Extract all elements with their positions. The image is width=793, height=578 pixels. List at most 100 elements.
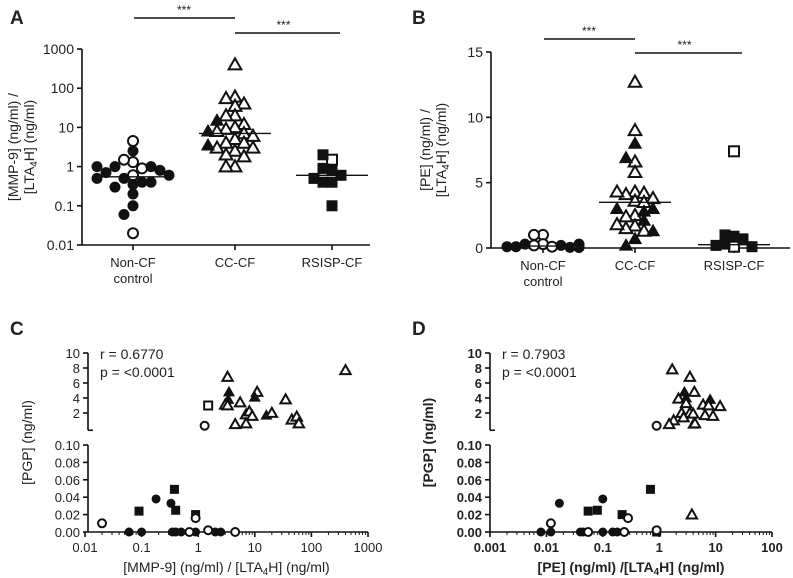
triangle-open-marker (713, 399, 727, 412)
triangle-open-marker (244, 139, 262, 154)
y-tick-label: 0.10 (55, 438, 80, 453)
triangle-open-marker (626, 73, 644, 88)
circle-filled-marker (536, 527, 546, 537)
y-tick-label: 0.10 (457, 438, 482, 453)
triangle-filled-marker (636, 213, 652, 226)
x-tick-label: 100 (761, 540, 783, 555)
square-filled-marker (308, 172, 320, 184)
triangle-open-marker (698, 408, 712, 421)
triangle-open-marker (228, 417, 243, 430)
triangle-open-marker (665, 362, 680, 375)
circle-open-marker (545, 518, 556, 529)
triangle-open-marker (217, 158, 235, 173)
x-tick-label: 0.01 (72, 540, 97, 555)
triangle-open-marker (701, 398, 716, 411)
triangle-filled-marker (248, 391, 261, 402)
triangle-open-marker (608, 216, 626, 231)
circle-open-marker (619, 527, 630, 537)
x-tick-label: 1 (656, 540, 663, 555)
triangle-open-marker (608, 183, 626, 198)
triangle-open-marker (226, 56, 244, 71)
y-tick-label: 0.02 (457, 508, 482, 523)
triangle-open-marker (706, 408, 720, 421)
triangle-filled-marker (618, 238, 634, 251)
correlation-annotation: r = 0.7903 (502, 346, 566, 362)
y-axis-label: [PE] (ng/ml) / (417, 109, 433, 191)
square-filled-marker (134, 506, 144, 516)
significance-label: *** (276, 18, 290, 32)
triangle-open-marker (239, 416, 253, 429)
circle-filled-marker (163, 169, 175, 181)
circle-open-marker (528, 228, 540, 241)
category-label: CC-CF (615, 258, 655, 273)
y-tick-label: 15 (467, 44, 483, 60)
category-label: Non-CF (110, 255, 156, 270)
y-tick-label: 0.08 (55, 455, 80, 470)
y-tick-label: 10 (468, 346, 482, 361)
square-filled-marker (326, 200, 338, 212)
y-tick-label: 2 (475, 406, 482, 421)
y-tick-label: 6 (73, 376, 80, 391)
triangle-filled-marker (645, 201, 661, 215)
y-axis-label: [MMP-9] (ng/ml) / (5, 93, 21, 201)
category-label: RSISP-CF (302, 255, 363, 270)
x-tick-label: 10 (708, 540, 722, 555)
category-label: Non-CF (520, 258, 566, 273)
square-filled-marker (737, 233, 749, 245)
y-tick-label: 8 (73, 361, 80, 376)
y-tick-label: 0.00 (55, 525, 80, 540)
circle-open-marker (651, 525, 662, 536)
square-filled-marker (645, 484, 655, 494)
circle-filled-marker (598, 527, 608, 537)
square-filled-marker (583, 506, 593, 516)
circle-filled-marker (145, 176, 157, 188)
circle-open-marker (583, 527, 594, 537)
square-filled-marker (317, 149, 329, 161)
circle-filled-marker (91, 172, 103, 184)
triangle-open-marker (635, 222, 653, 237)
y-tick-label: 0.04 (457, 490, 483, 505)
triangle-filled-marker (627, 136, 643, 149)
triangle-open-marker (679, 396, 694, 409)
circle-filled-marker (145, 161, 157, 173)
panel-label-a: A (10, 8, 24, 29)
y-tick-label: 0.06 (457, 473, 482, 488)
y-tick-label: 0.02 (55, 508, 80, 523)
circle-filled-marker (154, 164, 166, 176)
circle-filled-marker (118, 172, 130, 184)
square-filled-marker (171, 505, 181, 515)
triangle-open-marker (278, 392, 293, 405)
circle-filled-marker (109, 161, 121, 173)
y-tick-label: 4 (475, 391, 483, 406)
y-tick-label: 6 (475, 376, 482, 391)
x-tick-label: 0.1 (133, 540, 151, 555)
category-label: RSISP-CF (704, 258, 765, 273)
triangle-filled-marker (222, 385, 236, 397)
category-label: control (113, 271, 152, 286)
triangle-filled-marker (645, 223, 661, 237)
y-tick-label: 0.01 (47, 237, 74, 253)
circle-open-marker (127, 227, 139, 240)
y-tick-label: 1 (66, 159, 74, 175)
x-axis-label: [MMP-9] (ng/ml) / [LTA4H] (ng/ml) (123, 559, 329, 578)
y-tick-label: 0.06 (55, 473, 80, 488)
triangle-open-marker (671, 391, 686, 404)
triangle-open-marker (217, 107, 235, 122)
y-tick-label: 5 (475, 175, 483, 191)
y-tick-label: 8 (475, 361, 482, 376)
circle-open-marker (97, 518, 108, 529)
triangle-open-marker (338, 363, 353, 376)
y-tick-label: 0.08 (457, 455, 482, 470)
square-filled-marker (169, 484, 179, 494)
circle-filled-marker (554, 498, 564, 508)
circle-filled-marker (118, 208, 130, 220)
triangle-open-marker (662, 417, 677, 430)
x-tick-label: 100 (301, 540, 323, 555)
triangle-open-marker (235, 134, 253, 149)
x-tick-label: 0.001 (474, 540, 507, 555)
y-tick-label: 4 (73, 391, 80, 406)
circle-filled-marker (91, 161, 103, 173)
circle-open-marker (199, 420, 210, 431)
